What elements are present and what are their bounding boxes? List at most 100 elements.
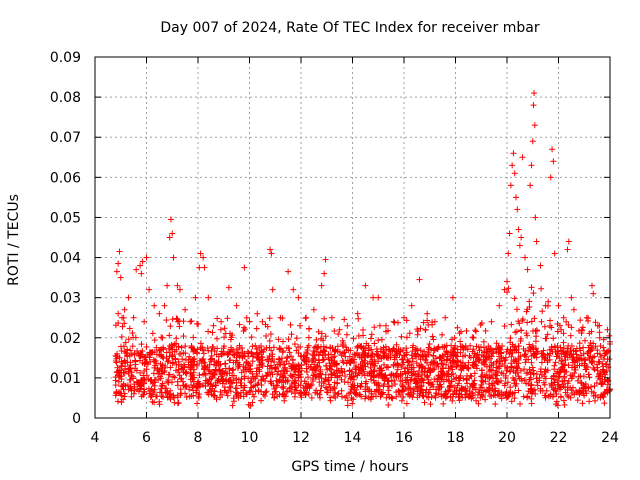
data-point (288, 353, 295, 360)
data-point (129, 343, 136, 350)
data-point (128, 369, 135, 376)
data-point (263, 344, 270, 351)
x-axis-label: GPS time / hours (291, 459, 408, 475)
data-point (188, 318, 195, 325)
data-point (359, 370, 366, 377)
data-point (390, 361, 397, 368)
data-point (477, 343, 484, 350)
data-point (480, 353, 487, 360)
data-point (120, 386, 127, 393)
data-point (165, 345, 172, 352)
data-point (221, 343, 228, 350)
x-tick-label: 18 (447, 430, 465, 446)
data-point (132, 357, 139, 364)
data-point (565, 321, 572, 328)
data-point (170, 392, 177, 399)
data-point (158, 352, 165, 359)
data-point (248, 349, 255, 356)
data-point (266, 315, 273, 322)
data-point (314, 362, 321, 369)
data-point (367, 335, 374, 342)
data-point (258, 397, 265, 404)
data-point (384, 363, 391, 370)
data-point (464, 380, 471, 387)
data-point (601, 400, 608, 407)
data-point (230, 366, 237, 373)
data-point (533, 333, 540, 340)
data-point (118, 333, 125, 340)
data-point (532, 338, 539, 345)
data-point (353, 363, 360, 370)
data-point (473, 328, 480, 335)
data-point (518, 377, 525, 384)
y-tick-label: 0.08 (50, 90, 81, 106)
data-point (420, 319, 427, 326)
data-point (493, 370, 500, 377)
data-point (528, 284, 535, 291)
data-point (469, 334, 476, 341)
data-point (526, 298, 533, 305)
data-point (349, 400, 356, 407)
data-point (468, 373, 475, 380)
x-tick-label: 12 (292, 430, 310, 446)
data-point (426, 341, 433, 348)
data-point (126, 325, 133, 332)
data-point (586, 398, 593, 405)
data-point (480, 360, 487, 367)
data-point (284, 388, 291, 395)
data-point (591, 383, 598, 390)
data-point (539, 308, 546, 315)
data-point (450, 370, 457, 377)
data-point (226, 365, 233, 372)
data-point (213, 396, 220, 403)
data-point (553, 353, 560, 360)
data-point (169, 360, 176, 367)
data-point (376, 382, 383, 389)
data-point (507, 384, 514, 391)
data-point (127, 347, 134, 354)
data-point (396, 352, 403, 359)
data-point (208, 388, 215, 395)
data-point (165, 393, 172, 400)
y-tick-label: 0.01 (50, 371, 81, 387)
data-point (553, 398, 560, 405)
data-point (590, 365, 597, 372)
data-point (405, 369, 412, 376)
data-point (388, 394, 395, 401)
data-point (551, 366, 558, 373)
data-point (573, 351, 580, 358)
data-point (331, 328, 338, 335)
data-point (315, 328, 322, 335)
data-point (517, 400, 524, 407)
data-point (305, 342, 312, 349)
data-point (322, 362, 329, 369)
data-point (118, 392, 125, 399)
data-point (594, 350, 601, 357)
data-point (343, 331, 350, 338)
data-point (174, 318, 181, 325)
data-point (121, 320, 128, 327)
data-point (538, 318, 545, 325)
data-point (512, 383, 519, 390)
data-point (592, 397, 599, 404)
data-point (543, 387, 550, 394)
data-point (214, 315, 221, 322)
data-point (271, 359, 278, 366)
data-point (470, 354, 477, 361)
data-point (544, 331, 551, 338)
data-point (557, 384, 564, 391)
data-point (195, 321, 202, 328)
chart-title: Day 007 of 2024, Rate Of TEC Index for r… (160, 20, 539, 36)
y-tick-label: 0.02 (50, 331, 81, 347)
data-point (235, 349, 242, 356)
data-point (338, 376, 345, 383)
data-point (169, 316, 176, 323)
data-point (183, 394, 190, 401)
data-point (355, 332, 362, 339)
data-point (134, 348, 141, 355)
data-point (573, 388, 580, 395)
data-point (454, 324, 461, 331)
data-point (230, 395, 237, 402)
data-point (385, 391, 392, 398)
data-point (150, 370, 157, 377)
